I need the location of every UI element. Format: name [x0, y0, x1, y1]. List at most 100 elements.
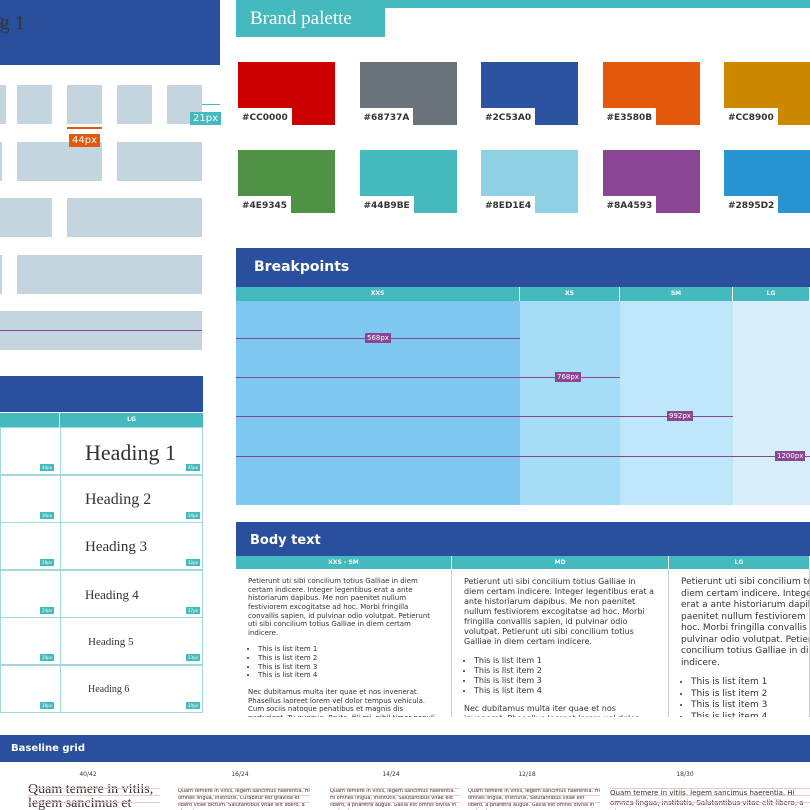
baseline-rule — [330, 788, 460, 789]
column-label: 16/24 — [231, 771, 249, 778]
color-swatch: #8A4593 — [602, 150, 700, 213]
baseline-text: Quam temere in vitiis, legem sancimus et — [28, 782, 154, 810]
size-badge: 24px — [40, 606, 54, 614]
size-badge: 27px — [186, 606, 200, 614]
column-label: LG — [60, 413, 203, 427]
list-item: This is list item 1 — [258, 645, 440, 654]
measure-line — [67, 127, 102, 129]
swatch-label: #CC8900 — [724, 108, 778, 125]
swatch-label: #2895D2 — [724, 196, 779, 213]
heading-cell: Heading 1 — [60, 427, 203, 475]
list-item: This is list item 2 — [258, 654, 440, 663]
panel-title: Brand palette — [236, 5, 385, 37]
color-swatch: #CC0000 — [238, 62, 335, 125]
breakpoint-label: 1200px — [775, 451, 806, 461]
column-label: SM — [620, 287, 733, 301]
breakpoint-line — [236, 416, 733, 417]
baseline-text: Quam temere in vitiis, legem sancimus ha… — [610, 789, 804, 810]
measure-line — [202, 104, 220, 105]
heading-sample: Heading 1 — [85, 440, 177, 465]
heading-cell: Heading 4 — [60, 569, 203, 618]
size-badge: 20px — [186, 701, 200, 709]
baseline-rule — [178, 795, 310, 796]
heading-cell: Heading 5 — [60, 617, 203, 665]
grid-box — [0, 198, 52, 237]
list: This is list item 1This is list item 2Th… — [681, 677, 809, 717]
baseline-rule — [468, 788, 600, 789]
column-label: 40/42 — [79, 771, 97, 778]
heading-cell: Heading 2 — [60, 474, 203, 523]
baseline-rule — [178, 802, 310, 803]
color-swatch: #2895D2 — [724, 150, 810, 213]
column-label: MD — [452, 556, 669, 569]
list: This is list item 1This is list item 2Th… — [248, 645, 440, 680]
text-flow: Petierunt uti sibi concilium totius Gall… — [248, 577, 440, 717]
grid-box — [67, 198, 202, 237]
grid-box — [67, 85, 102, 124]
size-badge: 23px — [186, 654, 200, 661]
measure-label: 44px — [69, 134, 100, 147]
paragraph: Nec dubitamus multa iter quae et nos inv… — [248, 688, 437, 717]
swatch-label: #68737A — [359, 108, 414, 125]
grid-box — [117, 85, 152, 124]
heading-cell: Heading 6 — [60, 664, 203, 713]
size-badge: 34px — [186, 511, 200, 519]
baseline-rule — [468, 802, 600, 803]
column-label: XXS - SM — [236, 556, 452, 569]
text-flow: Petierunt uti sibi concilium totius Gall… — [464, 577, 657, 717]
panel-header: Baseline grid — [0, 735, 810, 762]
color-swatch: #E3580B — [602, 62, 700, 125]
heading-sample: Heading 3 — [85, 538, 148, 555]
text-column: Petierunt uti sibi concilium totius Gall… — [236, 569, 452, 717]
heading-sample: Heading 2 — [85, 490, 152, 508]
grid-box — [17, 255, 202, 294]
heading-sample: Heading 4 — [85, 587, 139, 602]
breakpoint-label: 768px — [555, 372, 581, 382]
accent-bar — [236, 0, 810, 8]
column-label: XS — [520, 287, 620, 301]
breakpoint-column — [620, 301, 733, 505]
column-label: 18/30 — [676, 771, 694, 778]
baseline-rule — [610, 802, 810, 803]
swatch-label: #8A4593 — [602, 196, 657, 213]
panel-header — [0, 376, 203, 412]
heading-sample: Heading 6 — [88, 683, 130, 695]
list: This is list item 1This is list item 2Th… — [464, 656, 657, 696]
baseline-rule — [28, 788, 160, 789]
baseline-rule — [330, 795, 460, 796]
swatch-label: #CC0000 — [238, 108, 292, 125]
baseline-rule — [178, 788, 310, 789]
measure-line — [0, 330, 202, 331]
paragraph: Petierunt uti sibi concilium totius Gall… — [681, 577, 809, 668]
size-badge: 40px — [40, 464, 54, 471]
swatch-label: #4E9345 — [238, 196, 291, 213]
list-item: This is list item 4 — [474, 686, 657, 696]
breakpoint-column — [520, 301, 620, 505]
breakpoint-column — [236, 301, 520, 505]
paragraph: Nec dubitamus multa iter quae et nos inv… — [464, 703, 638, 717]
color-swatch: #44B9BE — [359, 150, 457, 213]
baseline-text: Quam temere in vitiis, legem sancimus ha… — [330, 788, 457, 810]
list-item: This is list item 2 — [474, 666, 657, 676]
baseline-rule — [610, 788, 810, 789]
color-swatch: #CC8900 — [724, 62, 810, 125]
panel-header: Breakpoints — [236, 248, 810, 287]
size-badge: 28px — [40, 559, 54, 566]
grid-box — [0, 85, 6, 124]
column-label — [0, 413, 60, 427]
color-swatch: #2C53A0 — [481, 62, 578, 125]
list-item: This is list item 1 — [691, 677, 809, 689]
column-label: XXS — [236, 287, 520, 301]
column-label: LG — [669, 556, 810, 569]
size-badge: 45px — [186, 464, 200, 471]
text-flow: Petierunt uti sibi concilium totius Gall… — [681, 577, 809, 717]
breakpoint-label: 568px — [365, 333, 391, 343]
breakpoint-line — [236, 456, 810, 457]
column-label: 12/18 — [518, 771, 536, 778]
grid-box — [117, 142, 202, 181]
size-badge: 30px — [40, 511, 54, 519]
text-column: Petierunt uti sibi concilium totius Gall… — [669, 569, 810, 717]
paragraph: Petierunt uti sibi concilium totius Gall… — [464, 577, 655, 647]
measure-label: 21px — [190, 112, 221, 125]
